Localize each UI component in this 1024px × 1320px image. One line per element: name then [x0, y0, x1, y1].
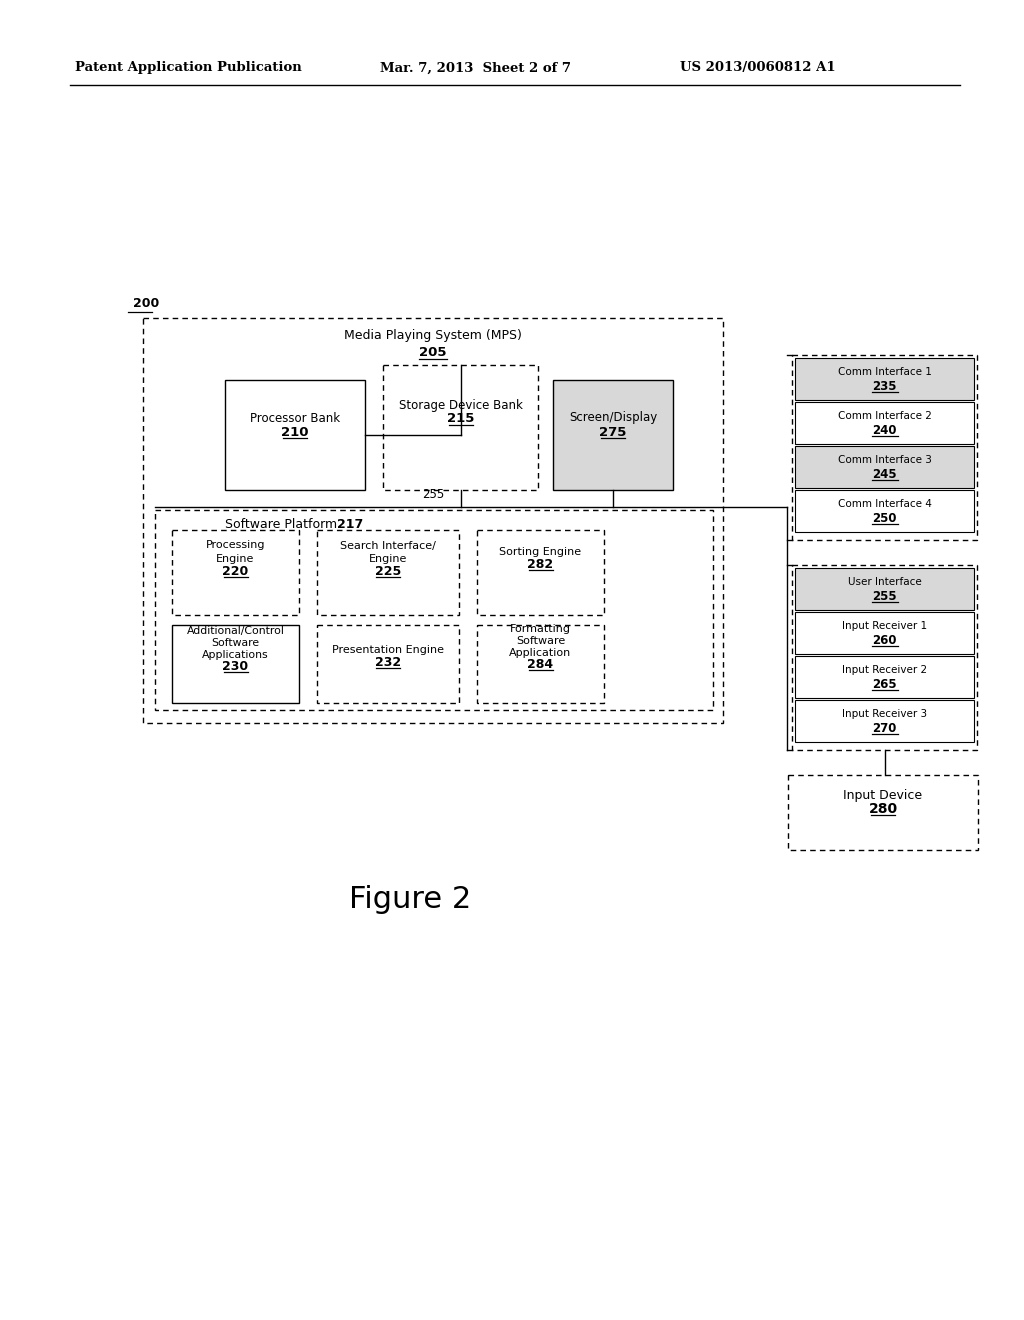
Text: Input Receiver 3: Input Receiver 3: [842, 709, 927, 719]
Text: Comm Interface 2: Comm Interface 2: [838, 411, 932, 421]
Bar: [795, 358, 974, 400]
Bar: [317, 624, 459, 704]
Text: Patent Application Publication: Patent Application Publication: [75, 62, 302, 74]
Text: 215: 215: [446, 412, 474, 425]
Bar: [143, 318, 723, 723]
Bar: [795, 568, 974, 610]
Text: Search Interface/: Search Interface/: [340, 540, 436, 550]
Bar: [172, 531, 299, 615]
Text: 232: 232: [375, 656, 401, 669]
Text: Software: Software: [516, 636, 565, 645]
Text: 280: 280: [868, 803, 898, 816]
Text: 275: 275: [599, 425, 627, 438]
Text: 240: 240: [872, 424, 897, 437]
Text: Processor Bank: Processor Bank: [250, 412, 340, 425]
Text: Software Platform: Software Platform: [225, 517, 341, 531]
Text: Figure 2: Figure 2: [349, 886, 471, 915]
Text: US 2013/0060812 A1: US 2013/0060812 A1: [680, 62, 836, 74]
Text: Screen/Display: Screen/Display: [569, 412, 657, 425]
Text: Input Receiver 2: Input Receiver 2: [842, 665, 927, 675]
Text: Input Receiver 1: Input Receiver 1: [842, 620, 927, 631]
Text: 220: 220: [222, 565, 249, 578]
Text: 200: 200: [133, 297, 160, 310]
Text: Mar. 7, 2013  Sheet 2 of 7: Mar. 7, 2013 Sheet 2 of 7: [380, 62, 571, 74]
Text: Application: Application: [509, 648, 571, 657]
Bar: [795, 656, 974, 698]
Bar: [792, 565, 977, 750]
Text: User Interface: User Interface: [848, 577, 922, 587]
Bar: [795, 490, 974, 532]
Text: Comm Interface 1: Comm Interface 1: [838, 367, 932, 378]
Text: Comm Interface 3: Comm Interface 3: [838, 455, 932, 465]
Text: Input Device: Input Device: [844, 788, 923, 801]
Text: 245: 245: [872, 467, 897, 480]
Bar: [795, 403, 974, 444]
Bar: [795, 700, 974, 742]
Bar: [225, 380, 365, 490]
Text: 250: 250: [872, 511, 897, 524]
Text: 282: 282: [527, 558, 554, 572]
Text: 210: 210: [282, 425, 309, 438]
Bar: [383, 366, 538, 490]
Text: 235: 235: [872, 380, 897, 392]
Text: Storage Device Bank: Storage Device Bank: [398, 399, 522, 412]
Text: Applications: Applications: [202, 649, 269, 660]
Text: Engine: Engine: [369, 553, 408, 564]
Text: Presentation Engine: Presentation Engine: [332, 645, 444, 655]
Text: 270: 270: [872, 722, 897, 734]
Text: Additional/Control: Additional/Control: [186, 626, 285, 636]
Bar: [477, 531, 604, 615]
Text: Comm Interface 4: Comm Interface 4: [838, 499, 932, 510]
Bar: [795, 446, 974, 488]
Text: 205: 205: [419, 346, 446, 359]
Bar: [788, 775, 978, 850]
Text: 225: 225: [375, 565, 401, 578]
Bar: [155, 510, 713, 710]
Text: 217: 217: [337, 517, 364, 531]
Bar: [553, 380, 673, 490]
Bar: [172, 624, 299, 704]
Text: 260: 260: [872, 634, 897, 647]
Text: Engine: Engine: [216, 553, 255, 564]
Text: 265: 265: [872, 677, 897, 690]
Bar: [795, 612, 974, 653]
Bar: [792, 355, 977, 540]
Text: 230: 230: [222, 660, 249, 673]
Text: Sorting Engine: Sorting Engine: [500, 546, 582, 557]
Bar: [317, 531, 459, 615]
Text: Media Playing System (MPS): Media Playing System (MPS): [344, 330, 522, 342]
Text: Software: Software: [211, 638, 259, 648]
Text: Processing: Processing: [206, 540, 265, 550]
Bar: [477, 624, 604, 704]
Text: Formatting: Formatting: [510, 624, 571, 634]
Text: 255: 255: [872, 590, 897, 602]
Text: 255: 255: [422, 488, 444, 502]
Text: 284: 284: [527, 659, 554, 672]
